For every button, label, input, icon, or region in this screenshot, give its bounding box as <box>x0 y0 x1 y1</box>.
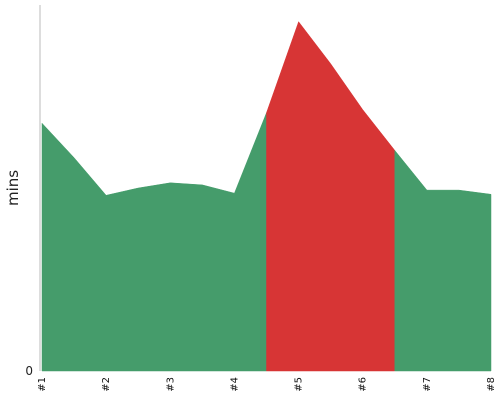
x-tick-label: #3 <box>165 377 176 392</box>
x-tick-label: #8 <box>486 377 497 392</box>
x-tick-label: #5 <box>294 377 305 392</box>
x-tick-label: #6 <box>358 377 369 392</box>
area-segment-3 <box>394 149 492 372</box>
y-axis-label: mins <box>4 170 22 206</box>
y-tick-label: 0 <box>25 364 33 378</box>
x-tick-label: #2 <box>101 377 112 392</box>
y-tick-labels: 0 <box>25 364 33 378</box>
area-segments <box>41 21 492 372</box>
x-tick-labels: #1 #2 #3 #4 #5 #6 #7 #8 <box>37 377 497 392</box>
x-tick-label: #7 <box>422 377 433 392</box>
x-tick-label: #1 <box>37 377 48 392</box>
area-segment-2 <box>266 21 396 372</box>
area-segment-1 <box>41 112 267 372</box>
x-tick-label: #4 <box>229 377 240 392</box>
